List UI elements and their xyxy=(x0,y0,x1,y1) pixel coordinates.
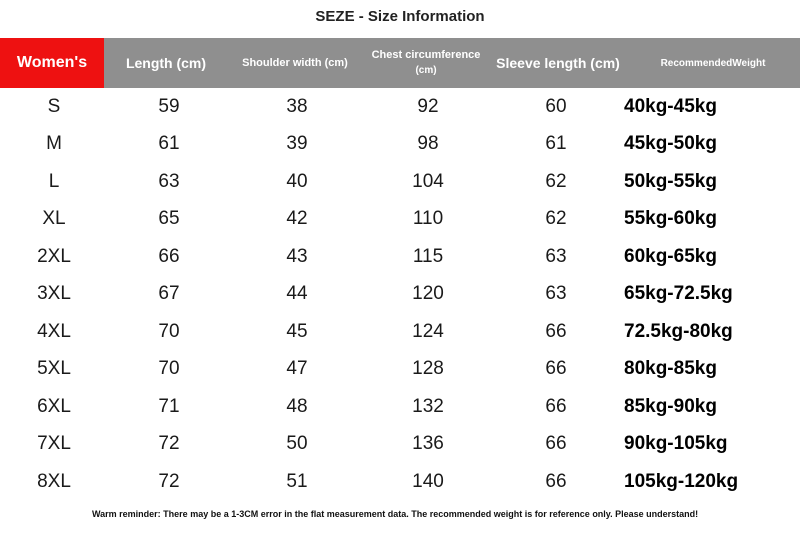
cell-shoulder: 45 xyxy=(286,320,308,342)
cell-chest: 115 xyxy=(412,245,444,267)
cell-sleeve: 62 xyxy=(545,170,567,192)
cell-weight: 85kg-90kg xyxy=(624,395,717,417)
cell-length: 71 xyxy=(158,395,180,417)
header-length: Length (cm) xyxy=(125,55,207,71)
cell-sleeve: 66 xyxy=(545,395,567,417)
cell-shoulder: 39 xyxy=(286,133,308,155)
cell-chest: 98 xyxy=(417,133,439,155)
cell-size: 8XL xyxy=(37,470,71,492)
cell-shoulder: 44 xyxy=(286,283,308,305)
table-row: 3XL 67 44 120 63 65kg-72.5kg xyxy=(0,276,800,314)
cell-weight: 72.5kg-80kg xyxy=(624,320,733,342)
cell-size: 6XL xyxy=(37,395,71,417)
cell-length: 63 xyxy=(158,170,180,192)
cell-chest: 136 xyxy=(412,433,444,455)
table-row: 6XL 71 48 132 66 85kg-90kg xyxy=(0,388,800,426)
cell-sleeve: 66 xyxy=(545,470,567,492)
cell-chest: 120 xyxy=(412,283,444,305)
cell-length: 72 xyxy=(158,433,180,455)
cell-size: 7XL xyxy=(37,433,71,455)
cell-weight: 40kg-45kg xyxy=(624,95,717,117)
cell-chest: 132 xyxy=(412,395,444,417)
cell-sleeve: 61 xyxy=(545,133,567,155)
cell-weight: 105kg-120kg xyxy=(624,470,739,492)
cell-weight: 50kg-55kg xyxy=(624,170,717,192)
cell-length: 70 xyxy=(158,358,180,380)
header-womens: Women's xyxy=(0,38,104,88)
table-row: L 63 40 104 62 50kg-55kg xyxy=(0,163,800,201)
cell-weight: 80kg-85kg xyxy=(624,358,717,380)
warm-reminder-note: Warm reminder: There may be a 1-3CM erro… xyxy=(92,509,699,519)
table-row: 8XL 72 51 140 66 105kg-120kg xyxy=(0,463,800,501)
table-row: M 61 39 98 61 45kg-50kg xyxy=(0,126,800,164)
cell-size: 4XL xyxy=(37,320,71,342)
cell-size: 2XL xyxy=(37,245,71,267)
cell-length: 59 xyxy=(158,95,180,117)
cell-chest: 128 xyxy=(412,358,444,380)
table-header: Women's Length (cm) Shoulder width (cm) … xyxy=(0,38,800,88)
cell-sleeve: 66 xyxy=(545,358,567,380)
cell-sleeve: 63 xyxy=(545,283,567,305)
cell-size: L xyxy=(48,170,60,192)
cell-size: 5XL xyxy=(37,358,71,380)
header-chest-line1: Chest circumference xyxy=(371,49,481,61)
cell-chest: 110 xyxy=(412,208,444,230)
header-sleeve-length: Sleeve length (cm) xyxy=(496,55,620,71)
cell-size: M xyxy=(46,133,62,155)
cell-shoulder: 51 xyxy=(286,470,308,492)
cell-shoulder: 40 xyxy=(286,170,308,192)
cell-weight: 90kg-105kg xyxy=(624,433,728,455)
cell-length: 72 xyxy=(158,470,180,492)
cell-chest: 124 xyxy=(412,320,444,342)
table-row: 4XL 70 45 124 66 72.5kg-80kg xyxy=(0,313,800,351)
cell-shoulder: 38 xyxy=(286,95,308,117)
cell-sleeve: 62 xyxy=(545,208,567,230)
cell-shoulder: 48 xyxy=(286,395,308,417)
cell-sleeve: 60 xyxy=(545,95,567,117)
cell-length: 67 xyxy=(158,283,180,305)
cell-size: 3XL xyxy=(37,283,71,305)
page-title: SEZE - Size Information xyxy=(315,8,485,25)
table-row: 2XL 66 43 115 63 60kg-65kg xyxy=(0,238,800,276)
cell-size: S xyxy=(47,95,61,117)
cell-length: 61 xyxy=(158,133,180,155)
cell-shoulder: 47 xyxy=(286,358,308,380)
cell-weight: 65kg-72.5kg xyxy=(624,283,733,305)
cell-chest: 104 xyxy=(412,170,444,192)
cell-shoulder: 42 xyxy=(286,208,308,230)
cell-weight: 55kg-60kg xyxy=(624,208,717,230)
cell-chest: 140 xyxy=(412,470,444,492)
cell-shoulder: 50 xyxy=(286,433,308,455)
cell-weight: 60kg-65kg xyxy=(624,245,717,267)
table-row: S 59 38 92 60 40kg-45kg xyxy=(0,88,800,126)
table-row: 5XL 70 47 128 66 80kg-85kg xyxy=(0,351,800,389)
header-chest-circumference: Chest circumference (cm) xyxy=(362,38,490,88)
cell-length: 65 xyxy=(158,208,180,230)
cell-length: 70 xyxy=(158,320,180,342)
cell-length: 66 xyxy=(158,245,180,267)
header-shoulder-width: Shoulder width (cm) xyxy=(242,57,348,69)
cell-size: XL xyxy=(42,208,66,230)
cell-weight: 45kg-50kg xyxy=(624,133,717,155)
size-table-body: S 59 38 92 60 40kg-45kg M 61 39 98 61 45… xyxy=(0,88,800,501)
header-recommended-weight: RecommendedWeight xyxy=(660,57,766,69)
cell-chest: 92 xyxy=(417,95,439,117)
cell-shoulder: 43 xyxy=(286,245,308,267)
table-row: 7XL 72 50 136 66 90kg-105kg xyxy=(0,426,800,464)
header-chest-line2: (cm) xyxy=(415,65,437,76)
cell-sleeve: 66 xyxy=(545,320,567,342)
cell-sleeve: 66 xyxy=(545,433,567,455)
table-row: XL 65 42 110 62 55kg-60kg xyxy=(0,201,800,239)
cell-sleeve: 63 xyxy=(545,245,567,267)
